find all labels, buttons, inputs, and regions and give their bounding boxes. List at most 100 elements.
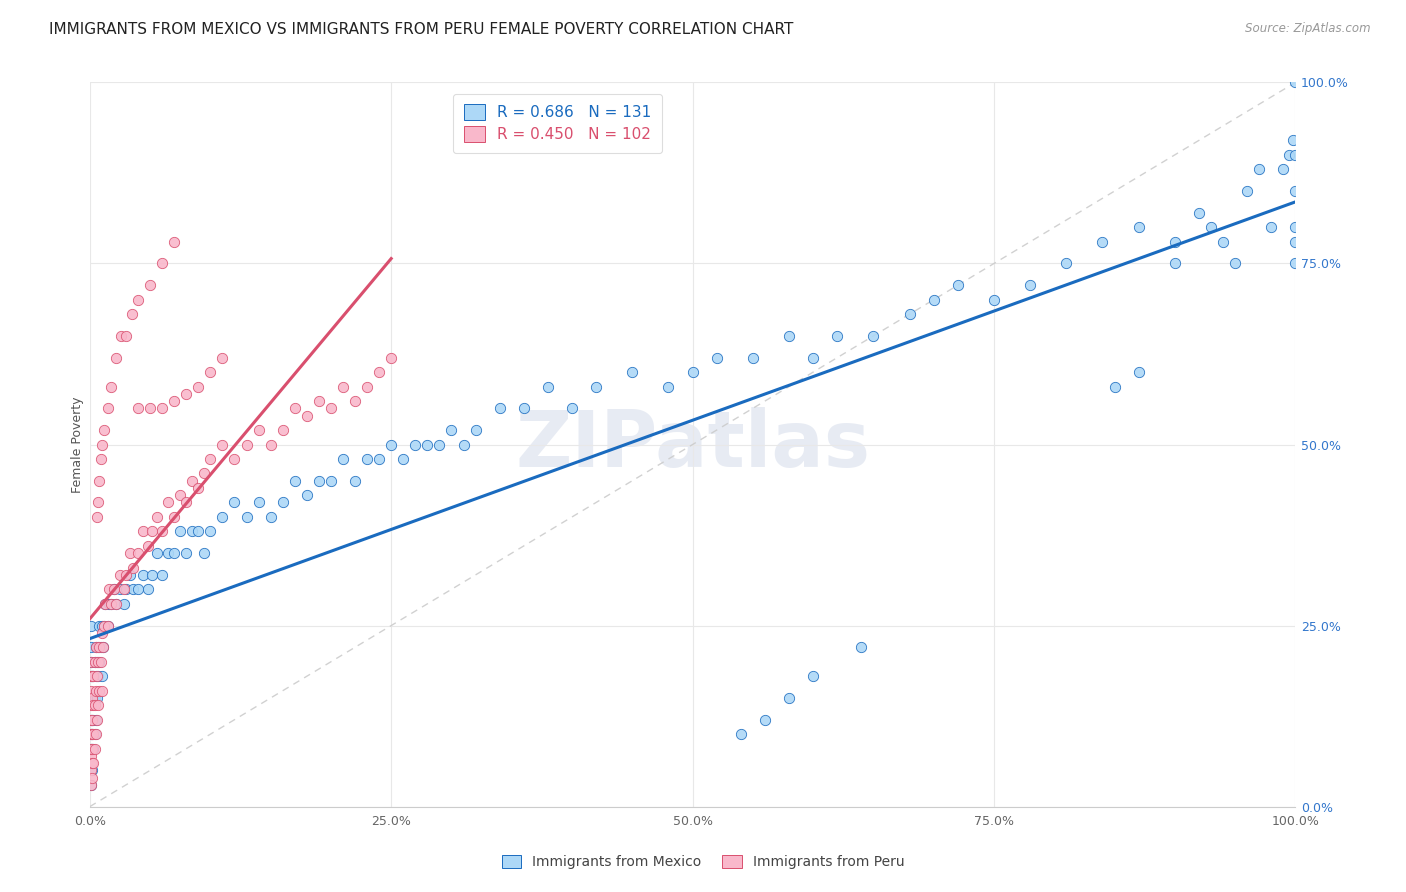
Point <box>368 365 391 379</box>
Point <box>83 690 105 705</box>
Point <box>82 756 104 771</box>
Point <box>80 727 103 741</box>
Point <box>80 764 103 778</box>
Point <box>200 452 222 467</box>
Point <box>82 690 104 705</box>
Point <box>108 582 131 597</box>
Point <box>82 690 104 705</box>
Point <box>80 690 103 705</box>
Point <box>80 764 103 778</box>
Point <box>90 452 112 467</box>
Point <box>84 640 107 655</box>
Point <box>259 437 281 451</box>
Point <box>187 481 209 495</box>
Point <box>741 351 763 365</box>
Point <box>118 567 141 582</box>
Point <box>87 669 110 683</box>
Point <box>87 655 110 669</box>
Point <box>90 618 112 632</box>
Point <box>141 567 163 582</box>
Point <box>84 713 107 727</box>
Point <box>1104 379 1126 393</box>
Point <box>211 351 233 365</box>
Point <box>1282 133 1305 147</box>
Point <box>112 597 135 611</box>
Point <box>80 778 103 792</box>
Point <box>235 510 257 524</box>
Point <box>105 597 128 611</box>
Point <box>82 669 104 683</box>
Point <box>82 741 104 756</box>
Point <box>80 669 103 683</box>
Point <box>1284 75 1306 89</box>
Point <box>84 727 107 741</box>
Point <box>174 546 197 560</box>
Point <box>97 618 120 632</box>
Point <box>97 401 120 416</box>
Point <box>80 640 103 655</box>
Text: Source: ZipAtlas.com: Source: ZipAtlas.com <box>1246 22 1371 36</box>
Point <box>139 401 162 416</box>
Point <box>657 379 679 393</box>
Point <box>224 495 246 509</box>
Point <box>1164 256 1187 270</box>
Point <box>84 669 107 683</box>
Point <box>224 452 246 467</box>
Point <box>80 741 103 756</box>
Point <box>84 640 107 655</box>
Point <box>193 546 215 560</box>
Point <box>82 669 104 683</box>
Point <box>754 713 776 727</box>
Point <box>93 423 115 437</box>
Point <box>488 401 510 416</box>
Point <box>115 582 138 597</box>
Point <box>163 394 186 409</box>
Point <box>801 669 824 683</box>
Point <box>284 401 307 416</box>
Point <box>83 727 105 741</box>
Point <box>86 690 108 705</box>
Point <box>89 640 111 655</box>
Point <box>200 524 222 539</box>
Point <box>187 524 209 539</box>
Point <box>82 713 104 727</box>
Legend: Immigrants from Mexico, Immigrants from Peru: Immigrants from Mexico, Immigrants from … <box>495 848 911 876</box>
Point <box>80 655 103 669</box>
Point <box>271 423 294 437</box>
Point <box>1091 235 1114 249</box>
Point <box>108 567 131 582</box>
Point <box>1272 162 1295 177</box>
Point <box>181 524 204 539</box>
Point <box>181 474 204 488</box>
Point <box>1284 256 1306 270</box>
Point <box>82 741 104 756</box>
Point <box>90 625 112 640</box>
Y-axis label: Female Poverty: Female Poverty <box>72 396 84 492</box>
Point <box>200 365 222 379</box>
Point <box>308 394 330 409</box>
Point <box>922 293 945 307</box>
Point <box>1284 184 1306 198</box>
Point <box>706 351 728 365</box>
Point <box>115 567 138 582</box>
Point <box>146 510 169 524</box>
Point <box>80 778 103 792</box>
Point <box>127 401 149 416</box>
Point <box>778 329 800 343</box>
Point <box>86 669 108 683</box>
Point <box>1236 184 1258 198</box>
Point <box>157 546 180 560</box>
Text: ZIPatlas: ZIPatlas <box>515 407 870 483</box>
Point <box>82 756 104 771</box>
Point <box>1212 235 1234 249</box>
Point <box>98 582 121 597</box>
Point <box>513 401 536 416</box>
Point <box>1249 162 1271 177</box>
Point <box>174 495 197 509</box>
Point <box>356 379 378 393</box>
Point <box>150 256 173 270</box>
Point <box>89 683 111 698</box>
Point <box>80 741 103 756</box>
Point <box>621 365 644 379</box>
Point <box>80 748 103 763</box>
